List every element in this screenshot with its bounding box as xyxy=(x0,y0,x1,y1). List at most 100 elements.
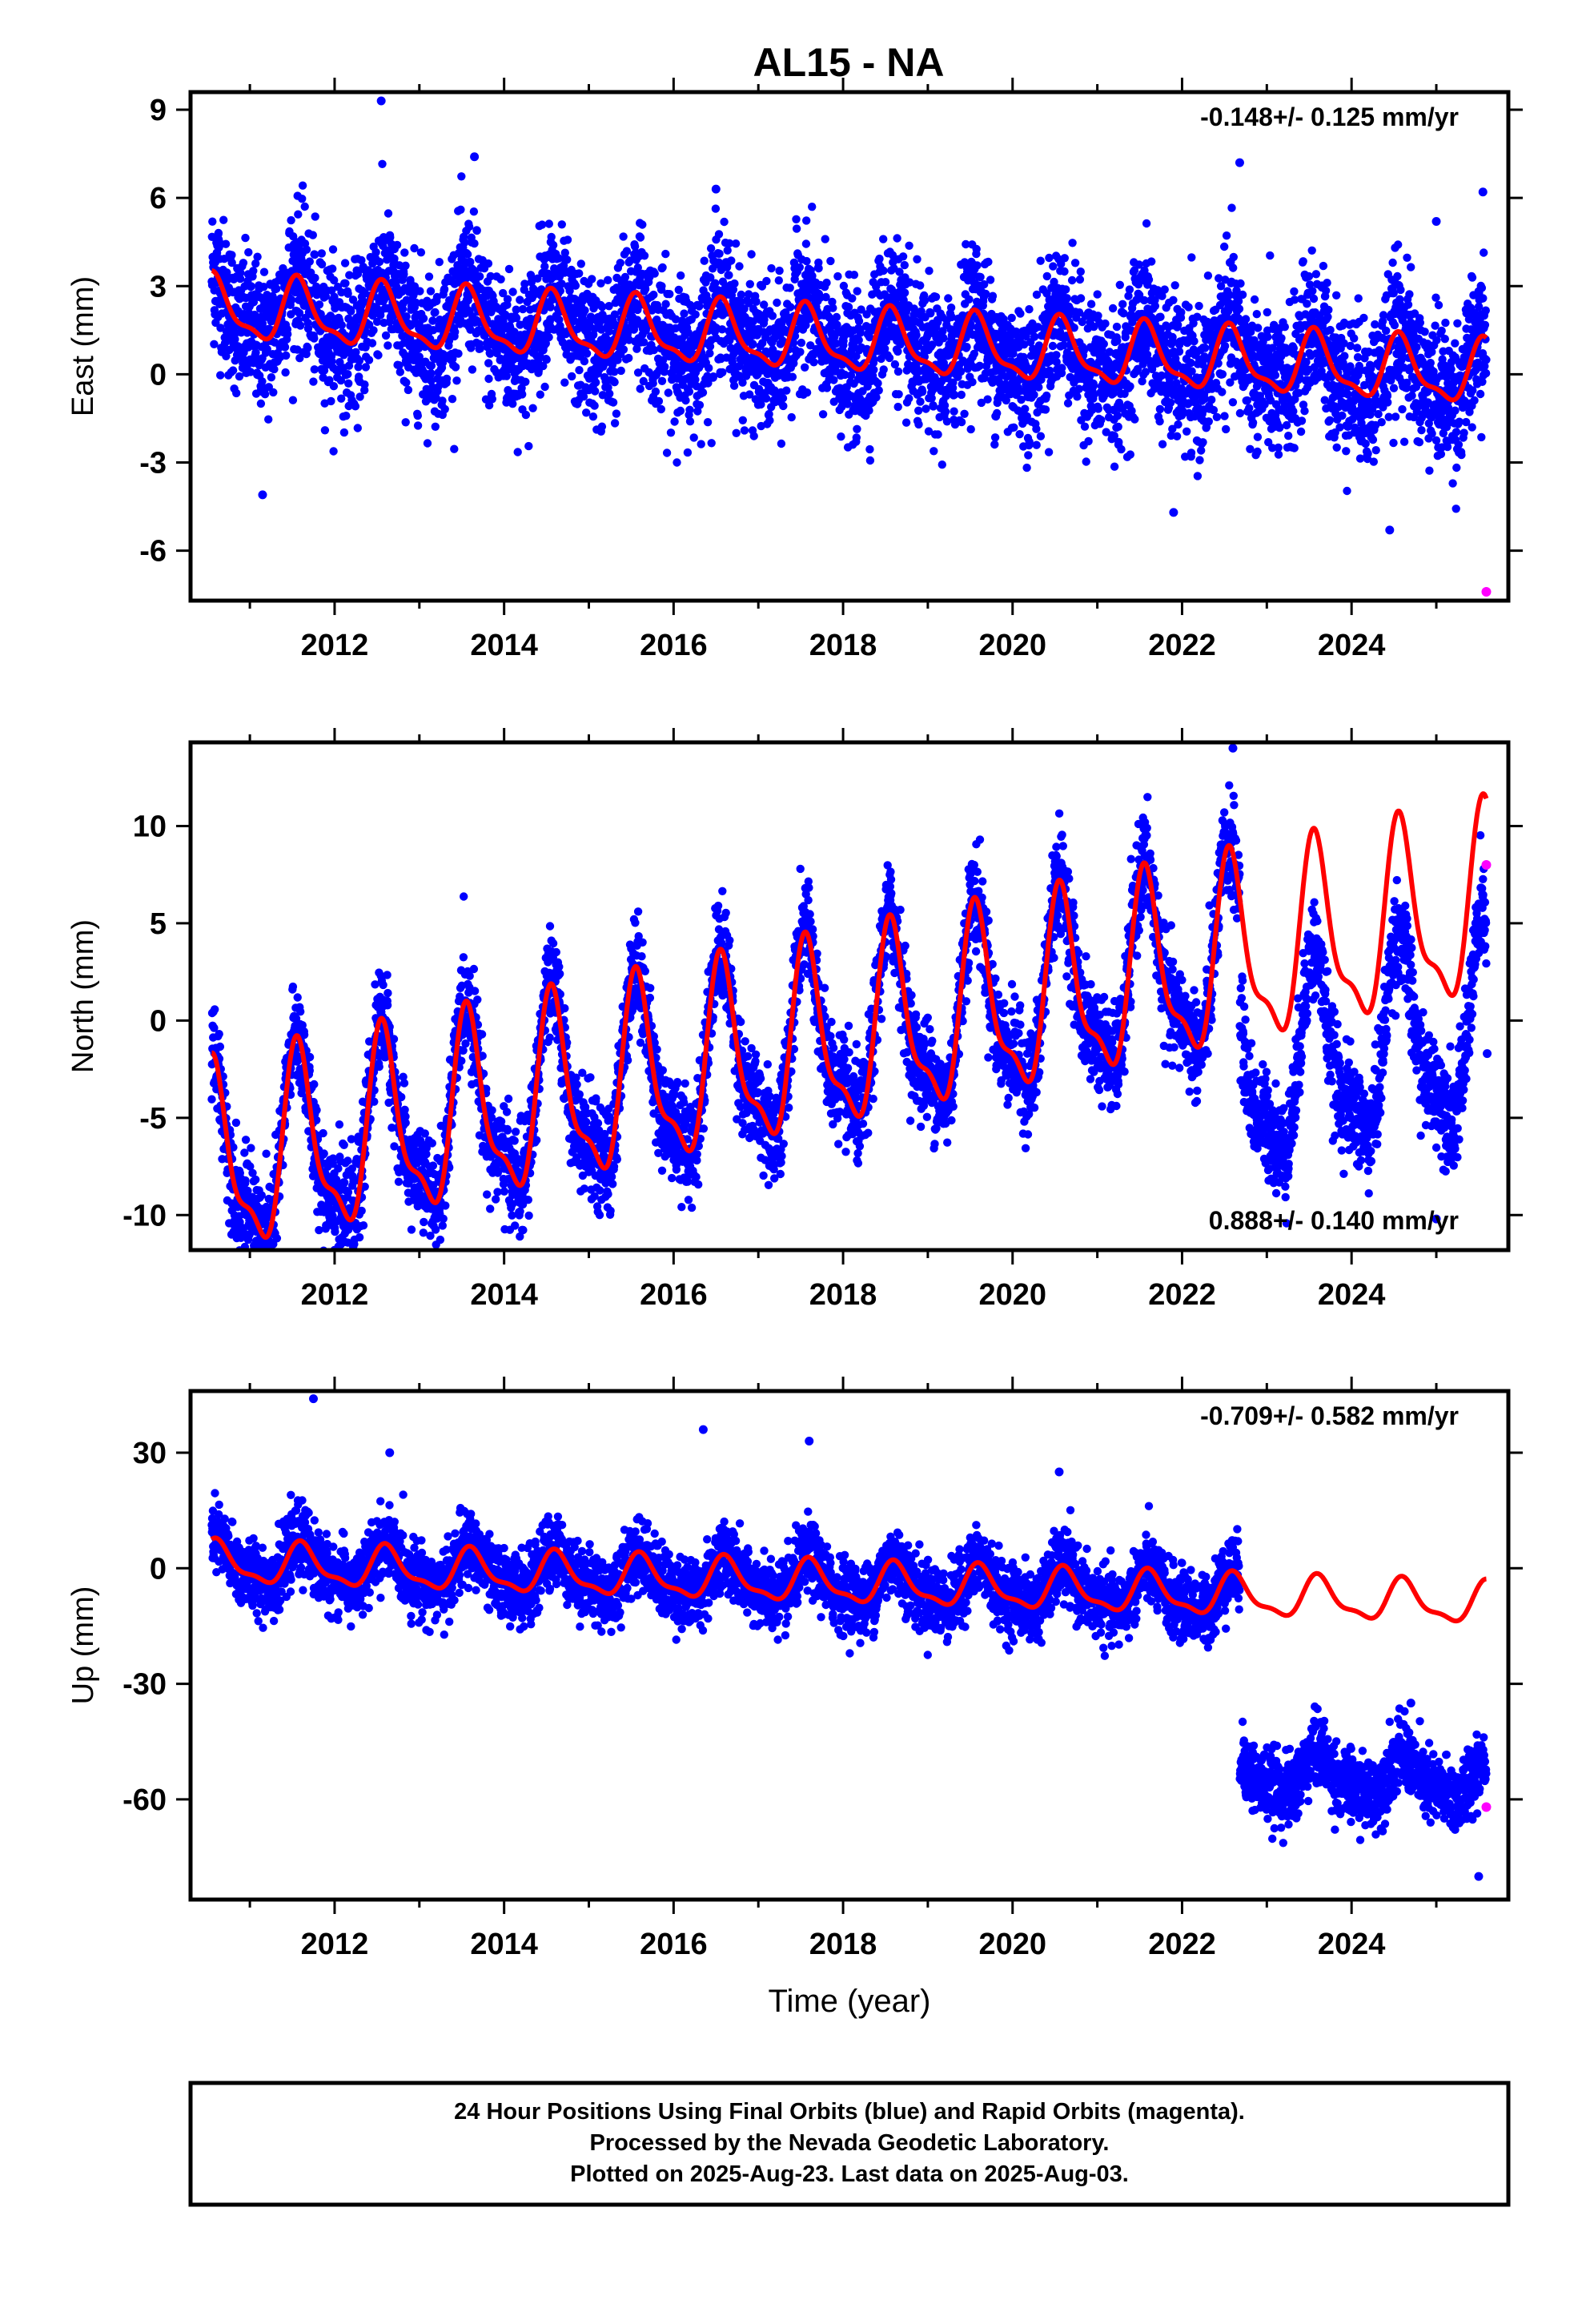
data-point xyxy=(1025,305,1034,314)
data-point xyxy=(521,377,530,386)
data-point xyxy=(1076,267,1086,276)
data-point xyxy=(488,395,496,404)
data-point xyxy=(610,378,619,387)
data-point xyxy=(305,257,314,266)
data-point xyxy=(327,286,336,295)
data-point xyxy=(1110,462,1119,471)
data-point xyxy=(735,362,744,371)
final-orbit-points xyxy=(207,96,1491,535)
data-point xyxy=(1089,381,1098,390)
data-point xyxy=(521,410,531,420)
data-point xyxy=(849,341,858,350)
data-point xyxy=(528,404,537,412)
data-point xyxy=(1019,340,1029,349)
data-point xyxy=(1204,417,1214,426)
data-point xyxy=(865,444,874,454)
data-point xyxy=(983,395,992,404)
data-point xyxy=(920,296,930,305)
data-point xyxy=(942,392,950,400)
data-point xyxy=(914,420,923,429)
data-point xyxy=(1218,370,1227,379)
data-point xyxy=(317,259,327,269)
data-point xyxy=(251,259,260,268)
data-point xyxy=(236,268,245,277)
data-point xyxy=(1323,312,1332,321)
data-point xyxy=(873,379,882,388)
data-point xyxy=(375,257,384,267)
data-point xyxy=(648,379,657,388)
data-point xyxy=(1067,275,1077,285)
data-point xyxy=(1112,322,1122,332)
data-point xyxy=(700,256,709,265)
data-point xyxy=(893,234,901,243)
data-point xyxy=(1017,395,1026,404)
data-point xyxy=(980,279,989,289)
data-point xyxy=(1062,285,1070,294)
data-point xyxy=(1220,242,1229,251)
data-point xyxy=(221,239,231,248)
data-point xyxy=(1042,289,1051,298)
data-point xyxy=(1263,308,1272,317)
data-point xyxy=(1241,315,1251,324)
data-point xyxy=(1307,246,1316,255)
data-point xyxy=(832,339,841,348)
data-point xyxy=(395,261,404,270)
data-point xyxy=(536,390,544,399)
data-point xyxy=(1186,358,1195,368)
data-point xyxy=(560,378,569,387)
data-point xyxy=(348,296,358,304)
data-point xyxy=(1214,359,1223,368)
data-point xyxy=(1032,290,1042,300)
data-point xyxy=(839,281,849,291)
data-point xyxy=(732,428,741,437)
data-point xyxy=(949,378,958,387)
data-point xyxy=(1186,448,1196,457)
data-point xyxy=(502,372,511,380)
data-point xyxy=(560,248,569,257)
data-point xyxy=(1060,267,1069,276)
data-point xyxy=(685,405,694,414)
data-point xyxy=(913,341,923,351)
data-point xyxy=(575,366,584,375)
data-point xyxy=(287,296,296,304)
data-point xyxy=(354,363,363,372)
data-point xyxy=(1062,294,1071,303)
data-point xyxy=(327,396,335,406)
data-point xyxy=(383,209,393,218)
data-point xyxy=(1007,313,1016,323)
data-point xyxy=(725,271,733,279)
data-point xyxy=(768,312,777,320)
data-point xyxy=(484,359,493,368)
data-point xyxy=(1030,390,1038,400)
data-point xyxy=(633,368,643,377)
data-point xyxy=(241,233,250,243)
data-point xyxy=(853,287,861,296)
data-point xyxy=(640,284,650,294)
data-point xyxy=(1144,275,1154,284)
data-point xyxy=(938,460,947,469)
data-point xyxy=(762,276,771,286)
data-point xyxy=(1108,304,1118,313)
data-point xyxy=(404,385,413,395)
data-point xyxy=(219,215,228,224)
data-point xyxy=(610,419,620,428)
data-point xyxy=(344,379,353,388)
data-point xyxy=(486,349,495,358)
data-point xyxy=(1290,444,1299,452)
data-point xyxy=(973,261,982,270)
data-point xyxy=(982,289,990,299)
data-point xyxy=(263,344,271,354)
data-point xyxy=(329,382,339,391)
data-point xyxy=(598,391,607,400)
data-point xyxy=(706,273,715,282)
data-point xyxy=(604,327,614,336)
data-point xyxy=(1049,262,1058,271)
data-point xyxy=(1022,463,1031,472)
data-point xyxy=(442,374,452,384)
data-point xyxy=(749,340,757,348)
data-point xyxy=(1238,290,1247,300)
data-point xyxy=(1207,396,1216,404)
data-point xyxy=(1041,405,1050,414)
data-point xyxy=(1044,448,1054,456)
